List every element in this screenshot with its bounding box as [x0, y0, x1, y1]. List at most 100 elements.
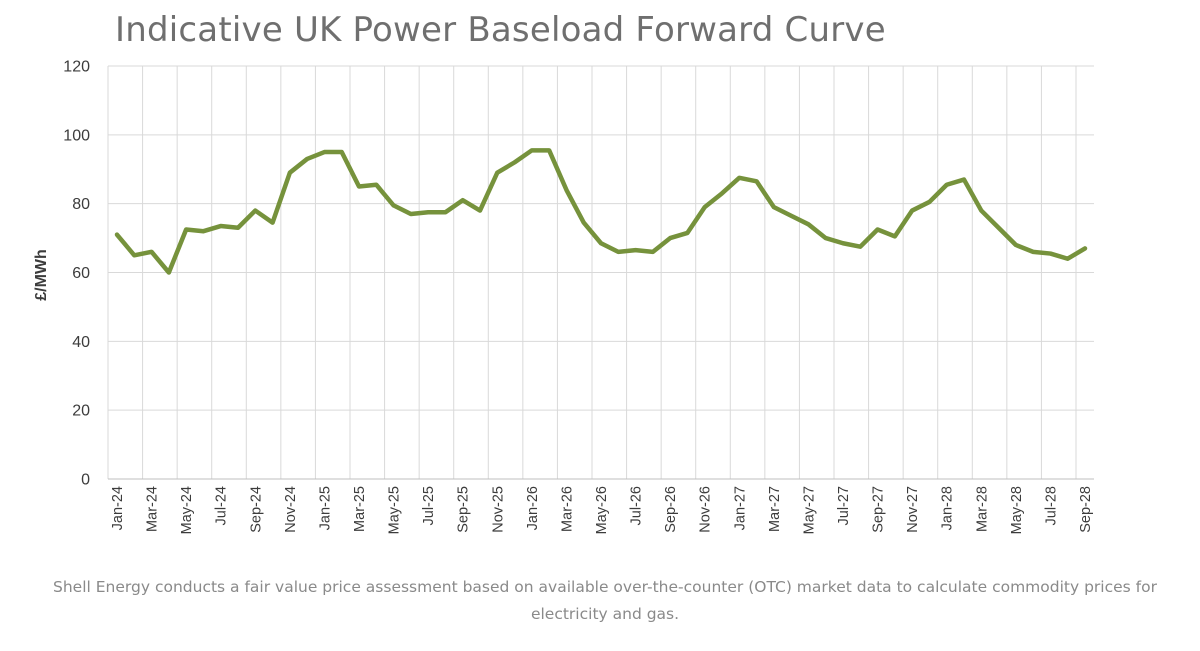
data-point — [357, 184, 361, 188]
data-point — [997, 226, 1001, 230]
x-tick-label: Sep-25 — [456, 486, 472, 533]
x-tick-label: Jan-24 — [110, 486, 126, 530]
data-point — [513, 160, 517, 164]
data-point — [841, 241, 845, 245]
y-tick-label: 20 — [72, 403, 90, 420]
data-point — [236, 226, 240, 230]
x-tick-label: Sep-24 — [248, 486, 264, 533]
chart-title: Indicative UK Power Baseload Forward Cur… — [115, 10, 886, 50]
y-tick-label: 60 — [72, 265, 90, 282]
data-point — [219, 224, 223, 228]
y-axis-ticks: 0 20 40 60 80 100 120 — [63, 59, 90, 489]
data-point — [340, 150, 344, 154]
data-point — [806, 222, 810, 226]
x-tick-label: Sep-27 — [871, 486, 887, 533]
data-point — [184, 227, 188, 231]
data-point — [1066, 257, 1070, 261]
data-point — [374, 183, 378, 187]
x-tick-label: Mar-26 — [559, 486, 575, 532]
data-point — [392, 203, 396, 207]
x-tick-label: Mar-28 — [974, 486, 990, 532]
data-point — [271, 221, 275, 225]
x-tick-label: Jan-25 — [317, 486, 333, 530]
line-chart: 0 20 40 60 80 100 120 Jan-24 Mar-24 May-24 Jul-24… — [33, 59, 1094, 534]
data-point — [945, 183, 949, 187]
data-point — [789, 214, 793, 218]
data-point — [616, 250, 620, 254]
x-tick-label: Jan-28 — [940, 486, 956, 530]
x-tick-label: May-25 — [387, 486, 403, 534]
data-point — [530, 148, 534, 152]
x-tick-label: Jul-28 — [1043, 486, 1059, 526]
data-point — [824, 236, 828, 240]
data-point — [737, 176, 741, 180]
data-point — [322, 150, 326, 154]
data-point — [927, 200, 931, 204]
x-tick-label: Nov-27 — [905, 486, 921, 533]
gridlines — [107, 65, 1094, 480]
data-point — [1083, 246, 1087, 250]
data-point — [547, 148, 551, 152]
x-tick-label: Jul-26 — [629, 486, 645, 526]
x-tick-label: May-28 — [1009, 486, 1025, 534]
x-tick-label: Nov-25 — [490, 486, 506, 533]
data-point — [858, 245, 862, 249]
data-point — [1048, 252, 1052, 256]
data-point — [772, 205, 776, 209]
data-point — [634, 248, 638, 252]
x-tick-label: Mar-25 — [352, 486, 368, 532]
data-point — [150, 250, 154, 254]
data-point — [1014, 243, 1018, 247]
x-tick-label: May-26 — [594, 486, 610, 534]
data-point — [305, 157, 309, 161]
x-axis-ticks: Jan-24 Mar-24 May-24 Jul-24 Sep-24 Nov-24 Jan-… — [110, 486, 1094, 534]
x-tick-label: Sep-26 — [663, 486, 679, 533]
y-tick-label: 100 — [63, 127, 90, 144]
data-point — [755, 179, 759, 183]
y-tick-label: 0 — [81, 472, 90, 489]
data-point — [201, 229, 205, 233]
data-point — [478, 209, 482, 213]
x-tick-label: May-27 — [801, 486, 817, 534]
data-point — [651, 250, 655, 254]
y-axis-title: £/MWh — [33, 249, 50, 301]
data-point — [461, 198, 465, 202]
data-point — [288, 171, 292, 175]
data-point — [495, 171, 499, 175]
y-tick-label: 120 — [63, 59, 90, 76]
data-point — [685, 231, 689, 235]
y-tick-label: 80 — [72, 196, 90, 213]
data-point — [703, 205, 707, 209]
data-point — [668, 236, 672, 240]
data-point — [115, 233, 119, 237]
data-point — [167, 271, 171, 275]
y-tick-label: 40 — [72, 334, 90, 351]
x-tick-label: May-24 — [179, 486, 195, 534]
x-tick-label: Jan-27 — [732, 486, 748, 530]
x-tick-label: Jul-24 — [214, 486, 230, 526]
x-tick-label: Jul-27 — [836, 486, 852, 526]
x-tick-label: Nov-24 — [283, 486, 299, 533]
data-point — [876, 227, 880, 231]
x-tick-label: Jan-26 — [525, 486, 541, 530]
data-point — [409, 212, 413, 216]
x-tick-label: Sep-28 — [1078, 486, 1094, 533]
x-tick-label: Mar-27 — [767, 486, 783, 532]
x-tick-label: Mar-24 — [145, 486, 161, 532]
data-point — [564, 188, 568, 192]
data-point — [582, 221, 586, 225]
x-tick-label: Nov-26 — [698, 486, 714, 533]
data-point — [720, 191, 724, 195]
data-point — [426, 210, 430, 214]
series-line — [114, 148, 1088, 275]
data-point — [253, 209, 257, 213]
x-tick-label: Jul-25 — [421, 486, 437, 526]
data-point — [910, 209, 914, 213]
data-point — [443, 210, 447, 214]
caption-text: Shell Energy conducts a fair value price… — [53, 578, 1157, 623]
data-point — [893, 234, 897, 238]
data-point — [132, 253, 136, 257]
data-point — [979, 209, 983, 213]
data-point — [599, 241, 603, 245]
data-point — [962, 178, 966, 182]
